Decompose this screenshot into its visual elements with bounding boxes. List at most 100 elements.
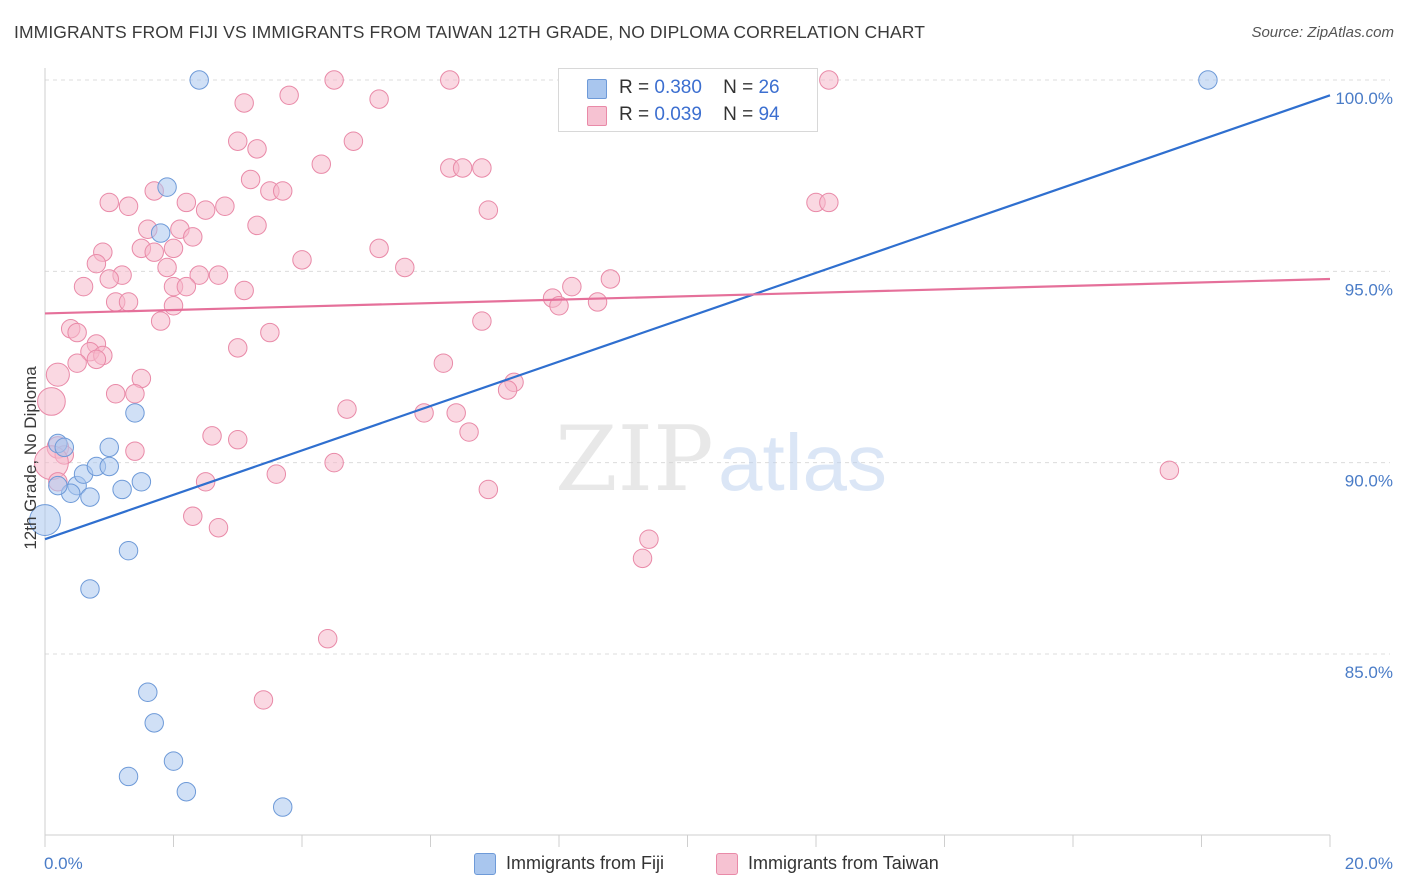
taiwan-point bbox=[324, 70, 344, 90]
taiwan-point bbox=[195, 200, 216, 220]
x-tick-label: 0.0% bbox=[44, 854, 83, 873]
taiwan-point bbox=[395, 257, 415, 278]
fiji-point bbox=[125, 403, 145, 423]
taiwan-point bbox=[472, 158, 492, 178]
taiwan-point bbox=[144, 242, 164, 262]
taiwan-point bbox=[562, 276, 582, 297]
taiwan-point bbox=[343, 131, 364, 151]
taiwan-point bbox=[324, 452, 344, 473]
taiwan-point bbox=[163, 296, 184, 316]
fiji-point bbox=[54, 437, 75, 458]
fiji-point bbox=[272, 797, 293, 817]
fiji-point bbox=[48, 475, 68, 496]
taiwan-point bbox=[234, 93, 254, 113]
taiwan-point bbox=[587, 292, 608, 312]
taiwan-point bbox=[292, 250, 312, 270]
taiwan-point bbox=[125, 384, 145, 404]
bottom-fiji-swatch bbox=[474, 853, 496, 875]
taiwan-point bbox=[234, 280, 254, 301]
taiwan-trend-line bbox=[44, 277, 1331, 315]
taiwan-point bbox=[228, 131, 248, 151]
tick-labels: 85.0% 90.0% 95.0% 100.0% 0.0% 20.0% bbox=[44, 89, 1393, 873]
taiwan-point bbox=[228, 429, 248, 450]
taiwan-point bbox=[478, 200, 499, 220]
fiji-r-value: 0.380 bbox=[654, 77, 702, 98]
taiwan-point bbox=[215, 196, 235, 217]
taiwan-point bbox=[45, 362, 70, 387]
taiwan-point bbox=[86, 253, 107, 274]
taiwan-point bbox=[414, 403, 434, 423]
chart-title: IMMIGRANTS FROM FIJI VS IMMIGRANTS FROM … bbox=[14, 22, 925, 42]
taiwan-point bbox=[497, 380, 518, 400]
taiwan-point bbox=[260, 322, 280, 343]
taiwan-point bbox=[150, 311, 171, 331]
taiwan-n-value: 94 bbox=[758, 104, 780, 125]
taiwan-point bbox=[176, 192, 197, 213]
taiwan-point bbox=[369, 238, 389, 259]
taiwan-point bbox=[266, 464, 287, 484]
taiwan-point bbox=[86, 349, 107, 370]
taiwan-point bbox=[337, 399, 357, 419]
fiji-point bbox=[157, 177, 177, 197]
fiji-point bbox=[176, 782, 197, 802]
stats-legend: R = 0.380 N = 26 R = 0.039 N = 94 bbox=[558, 68, 818, 132]
taiwan-point bbox=[272, 181, 293, 201]
taiwan-point bbox=[208, 265, 229, 285]
source-credit: Source: ZipAtlas.com bbox=[1251, 24, 1394, 41]
fiji-trend-line bbox=[44, 94, 1331, 541]
bottom-taiwan-swatch bbox=[716, 853, 738, 875]
fiji-point bbox=[150, 223, 171, 243]
y-tick-label: 90.0% bbox=[1345, 472, 1393, 491]
grid-lines bbox=[45, 79, 1390, 655]
taiwan-point bbox=[452, 158, 473, 178]
taiwan-point bbox=[99, 192, 119, 213]
taiwan-point bbox=[549, 296, 569, 316]
taiwan-point bbox=[446, 403, 466, 423]
bottom-fiji-label: Immigrants from Fiji bbox=[506, 853, 665, 873]
taiwan-point bbox=[317, 628, 338, 649]
taiwan-point bbox=[639, 529, 659, 549]
taiwan-point bbox=[819, 70, 839, 90]
taiwan-r-value: 0.039 bbox=[654, 104, 702, 125]
taiwan-point bbox=[163, 238, 184, 259]
taiwan-point bbox=[632, 548, 653, 569]
fiji-point bbox=[29, 504, 61, 536]
taiwan-point bbox=[311, 154, 332, 174]
fiji-point bbox=[118, 540, 139, 561]
taiwan-point bbox=[600, 269, 621, 289]
fiji-n-value: 26 bbox=[758, 77, 780, 98]
taiwan-point bbox=[819, 192, 839, 213]
fiji-point bbox=[131, 472, 152, 492]
taiwan-point bbox=[189, 265, 209, 285]
taiwan-point bbox=[99, 269, 119, 289]
taiwan-point bbox=[176, 276, 197, 297]
taiwan-point bbox=[240, 169, 261, 190]
taiwan-point bbox=[440, 70, 460, 90]
fiji-point bbox=[118, 766, 139, 787]
taiwan-point bbox=[118, 292, 139, 312]
fiji-point bbox=[112, 479, 132, 500]
taiwan-point bbox=[279, 85, 299, 106]
taiwan-point bbox=[118, 196, 139, 217]
fiji-swatch bbox=[587, 79, 607, 99]
bottom-taiwan-label: Immigrants from Taiwan bbox=[748, 853, 939, 873]
fiji-point bbox=[1198, 70, 1218, 90]
taiwan-swatch bbox=[587, 106, 607, 126]
taiwan-point bbox=[369, 89, 389, 109]
taiwan-point bbox=[67, 322, 87, 343]
fiji-point bbox=[138, 682, 158, 702]
taiwan-point bbox=[67, 353, 87, 373]
taiwan-point bbox=[157, 257, 177, 278]
taiwan-point bbox=[247, 215, 267, 236]
taiwan-point bbox=[183, 506, 203, 526]
taiwan-point bbox=[253, 690, 274, 710]
fiji-point bbox=[99, 437, 119, 458]
taiwan-point bbox=[478, 479, 499, 500]
taiwan-series bbox=[34, 70, 1180, 710]
trend-lines bbox=[44, 94, 1331, 541]
fiji-series bbox=[29, 70, 1218, 817]
taiwan-point bbox=[433, 353, 454, 373]
y-axis-label: 12th Grade, No Diploma bbox=[21, 366, 40, 550]
taiwan-point bbox=[472, 311, 492, 331]
